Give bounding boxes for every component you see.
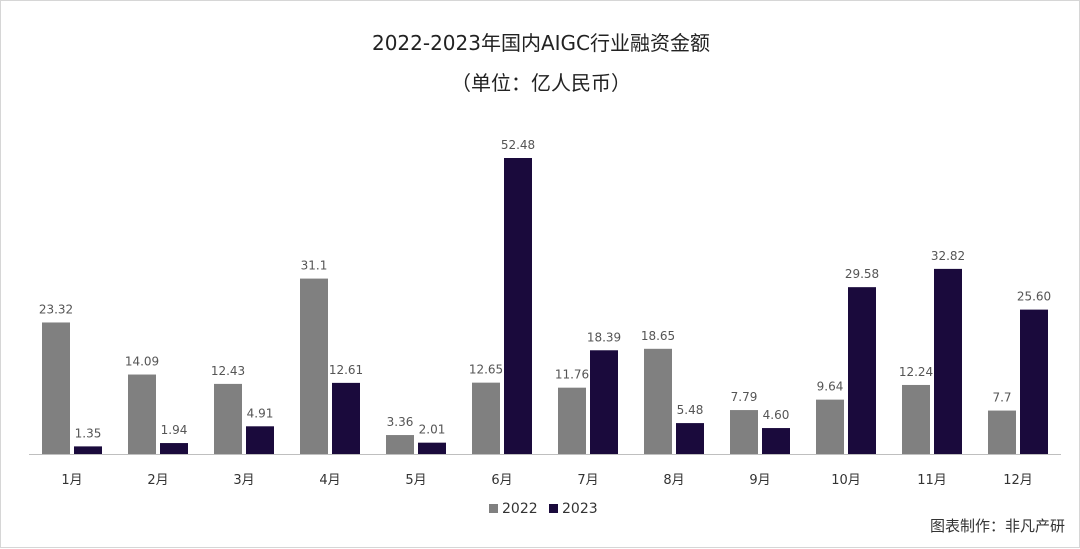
value-label-2023-4: 12.61	[329, 363, 363, 377]
bar-2022-7	[558, 387, 586, 454]
x-tick-label-3: 3月	[233, 473, 254, 488]
x-tick-label-2: 2月	[147, 473, 168, 488]
value-label-2022-7: 11.76	[555, 368, 589, 382]
value-label-2023-9: 4.60	[763, 408, 790, 422]
bar-2023-6	[504, 158, 532, 454]
value-label-2022-8: 18.65	[641, 329, 675, 343]
value-label-2022-10: 9.64	[817, 380, 844, 394]
value-label-2022-6: 12.65	[469, 363, 503, 377]
value-label-2023-10: 29.58	[845, 267, 879, 281]
bars-group	[42, 158, 1048, 454]
value-label-2022-9: 7.79	[731, 390, 758, 404]
value-label-2023-8: 5.48	[677, 403, 704, 417]
x-tick-label-12: 12月	[1003, 473, 1033, 488]
x-tick-label-1: 1月	[61, 473, 82, 488]
x-tick-label-5: 5月	[405, 473, 426, 488]
value-label-2023-1: 1.35	[75, 426, 102, 440]
value-label-2023-6: 52.48	[501, 138, 535, 152]
value-label-2023-12: 25.60	[1017, 290, 1051, 304]
x-tick-label-7: 7月	[577, 473, 598, 488]
bar-2022-6	[472, 382, 500, 454]
bar-2022-12	[988, 410, 1016, 454]
value-label-2022-2: 14.09	[125, 355, 159, 369]
value-labels-group: 23.32 1.35 14.09 1.94 12.43 4.91 31.1 12.61 3.36…	[39, 138, 1051, 440]
source-note: 图表制作：非凡产研	[930, 517, 1065, 535]
x-tick-label-10: 10月	[831, 473, 861, 488]
x-tick-label-9: 9月	[749, 473, 770, 488]
bar-2023-9	[762, 428, 790, 454]
chart-subtitle: （单位：亿人民币）	[451, 71, 631, 95]
value-label-2022-12: 7.7	[992, 391, 1011, 405]
bar-2022-8	[644, 348, 672, 454]
value-label-2023-11: 32.82	[931, 249, 965, 263]
bar-2023-2	[160, 443, 188, 454]
x-tick-label-4: 4月	[319, 473, 340, 488]
bar-2023-1	[74, 446, 102, 454]
bar-2022-2	[128, 374, 156, 454]
bar-2022-10	[816, 399, 844, 454]
bar-2023-11	[934, 268, 962, 454]
legend-label-2023: 2023	[562, 501, 598, 517]
x-tick-label-6: 6月	[491, 473, 512, 488]
value-label-2023-5: 2.01	[419, 423, 446, 437]
bar-2023-5	[418, 442, 446, 454]
bar-2022-3	[214, 383, 242, 454]
bar-2023-8	[676, 423, 704, 454]
legend-label-2022: 2022	[502, 501, 538, 517]
value-label-2022-4: 31.1	[301, 259, 328, 273]
value-label-2023-2: 1.94	[161, 423, 188, 437]
bar-2022-9	[730, 410, 758, 454]
value-label-2022-5: 3.36	[387, 415, 414, 429]
value-label-2022-11: 12.24	[899, 365, 933, 379]
chart-title: 2022-2023年国内AIGC行业融资金额	[372, 31, 710, 55]
value-label-2022-3: 12.43	[211, 364, 245, 378]
bar-2023-12	[1020, 309, 1048, 454]
bar-2022-1	[42, 322, 70, 454]
bar-2023-7	[590, 350, 618, 454]
legend-swatch-2022	[489, 504, 498, 513]
bar-2023-10	[848, 287, 876, 454]
bar-2023-4	[332, 382, 360, 454]
value-label-2022-1: 23.32	[39, 302, 73, 316]
legend-swatch-2023	[549, 504, 558, 513]
bar-2022-4	[300, 278, 328, 454]
bar-2022-11	[902, 384, 930, 454]
x-tick-labels-group: 1月 2月 3月 4月 5月 6月 7月 8月 9月 10月 11月 12月	[61, 473, 1032, 488]
bar-2022-5	[386, 435, 414, 454]
x-tick-label-8: 8月	[663, 473, 684, 488]
bar-2023-3	[246, 426, 274, 454]
x-tick-label-11: 11月	[917, 473, 947, 488]
value-label-2023-3: 4.91	[247, 406, 274, 420]
value-label-2023-7: 18.39	[587, 330, 621, 344]
legend: 2022 2023	[489, 501, 598, 517]
